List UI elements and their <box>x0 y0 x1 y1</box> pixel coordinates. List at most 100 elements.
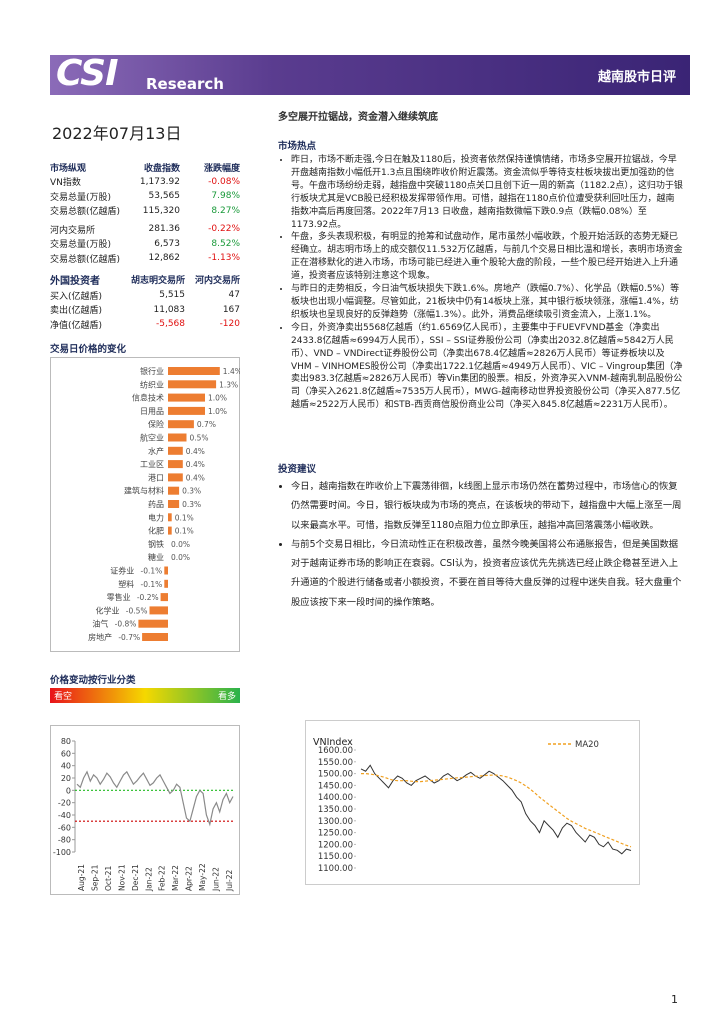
chart-frame <box>50 357 240 652</box>
category-label: 油气 <box>92 619 108 629</box>
table-cell: 卖出(亿越盾) <box>50 306 103 317</box>
y-tick-label: 1400.00 <box>318 793 353 803</box>
table-row: 净值(亿越盾) -5,568 -120 <box>50 317 240 332</box>
value-label: 1.0% <box>208 394 227 403</box>
y-tick-label: 1200.00 <box>318 840 353 850</box>
y-tick-label: 1500.00 <box>318 770 353 780</box>
logo: CSI <box>56 53 118 94</box>
header-cell: 市场纵观 <box>50 163 87 174</box>
table-cell: 6,573 <box>154 238 180 249</box>
table-cell: 交易总额(亿越盾) <box>50 254 121 265</box>
category-label: 纺织业 <box>140 379 164 389</box>
table-cell: 8.52% <box>211 238 240 249</box>
value-label: -0.7% <box>118 633 140 642</box>
table-cell: 河内交易所 <box>50 225 96 236</box>
series-line <box>360 764 632 855</box>
chart-title: VNIndex <box>313 737 353 748</box>
bar <box>168 446 183 455</box>
table-row: 买入(亿越盾) 5,515 47 <box>50 288 240 303</box>
table-cell: 167 <box>222 304 240 315</box>
value-label: -0.1% <box>141 580 163 589</box>
table-cell: 11,083 <box>153 304 186 315</box>
bullet-list: 今日，越南指数在昨收价上下震荡徘徊，k线图上显示市场仍然在蓄势过程中，市场信心的… <box>278 477 683 612</box>
chart-frame <box>305 720 640 885</box>
bar <box>168 406 205 415</box>
table-row: 河内交易所 281.36 -0.22% <box>50 222 240 237</box>
y-tick-label: 1300.00 <box>318 817 353 827</box>
value-label: 1.4% <box>223 367 240 376</box>
value-label: 1.3% <box>219 380 238 389</box>
y-tick-label: 1550.00 <box>318 758 353 768</box>
page-number: 1 <box>671 993 678 1006</box>
x-tick-label: Apr-22 <box>185 866 194 891</box>
header-cell: 河内交易所 <box>194 275 240 286</box>
category-label: 药品 <box>148 499 164 509</box>
table-cell: -0.08% <box>208 176 240 187</box>
bar <box>168 367 220 375</box>
y-tick-label: -80 <box>58 836 71 845</box>
table-cell: 5,515 <box>159 290 185 301</box>
value-label: 0.0% <box>171 540 190 549</box>
y-tick-label: 1150.00 <box>318 852 353 862</box>
x-tick-label: Dec-21 <box>131 864 140 891</box>
x-tick-label: Jan-22 <box>144 867 153 892</box>
bar <box>164 566 168 575</box>
table-cell: 115,320 <box>142 205 180 216</box>
bar <box>168 380 217 389</box>
value-label: 0.3% <box>182 500 201 509</box>
bullet: 昨日，市场不断走强,今日在触及1180后，投资者依然保持谨慎情绪，市场多空展开拉… <box>291 154 683 231</box>
x-tick-label: Nov-21 <box>117 864 126 891</box>
chart-title: 交易日价格的变化 <box>50 344 127 355</box>
sector-chart: 1.4% 银行业 1.3% 纺织业 1.0% 信息技术 1.0% 日用品 0.7% 保险 0.5% 航… <box>50 357 240 652</box>
section: 市场热点昨日，市场不断走强,今日在触及1180后，投资者依然保持谨慎情绪，市场多… <box>278 138 683 412</box>
table-cell: 1,173.92 <box>139 176 180 187</box>
bar <box>168 460 183 469</box>
y-tick-label: -60 <box>58 823 71 832</box>
report-title: 越南股市日评 <box>597 70 676 85</box>
table-cell: 12,862 <box>148 253 181 264</box>
bar <box>168 420 194 429</box>
category-label: 塑料 <box>118 579 134 589</box>
y-tick-label: 1100.00 <box>318 864 353 874</box>
header-cell: 胡志明交易所 <box>130 275 185 286</box>
chart-title: 价格变动按行业分类 <box>50 675 136 686</box>
value-label: 0.4% <box>186 447 205 456</box>
x-tick-label: Oct-21 <box>104 866 113 891</box>
table-row: VN指数 1,173.92 -0.08% <box>50 175 240 190</box>
headline: 多空展开拉锯战，资金潜入继续筑底 <box>278 112 438 123</box>
category-label: 水产 <box>148 446 164 456</box>
bar <box>168 473 183 482</box>
bar <box>168 513 172 522</box>
market-table: 市场纵观 收盘指数 涨跌幅度 VN指数 1,173.92 -0.08% 交易总量(万股) 53… <box>50 160 240 266</box>
bull-label: 看多 <box>217 692 236 702</box>
table-cell: 7.98% <box>211 191 240 202</box>
value-label: 0.1% <box>175 513 194 522</box>
table-cell: 47 <box>228 290 240 301</box>
bullet: 与昨日的走势相反，今日油气板块损失下跌1.6%。房地产（跌幅0.7%）、化学品（… <box>291 283 683 322</box>
header-band: CSI Research 越南股市日评 <box>50 53 690 95</box>
table-cell: -5,568 <box>155 319 185 330</box>
bullet: 今日，越南指数在昨收价上下震荡徘徊，k线图上显示市场仍然在蓄势过程中，市场信心的… <box>291 477 683 535</box>
table-cell: 净值(亿越盾) <box>50 320 103 331</box>
y-tick-label: 40 <box>61 762 71 771</box>
x-tick-label: Jun-22 <box>212 867 221 892</box>
table-header: 外国投资者 胡志明交易所 河内交易所 <box>50 270 240 288</box>
y-tick-label: 20 <box>61 774 71 783</box>
brand: Research <box>146 75 224 93</box>
legend-label: MA20 <box>575 740 599 750</box>
y-tick-label: 1350.00 <box>318 805 353 815</box>
category-label: 证券业 <box>110 566 134 576</box>
table-cell: 281.36 <box>148 224 181 235</box>
table-cell: 交易总量(万股) <box>50 240 112 251</box>
x-tick-label: May-22 <box>198 863 207 891</box>
bullet-list: 昨日，市场不断走强,今日在触及1180后，投资者依然保持谨慎情绪，市场多空展开拉… <box>278 154 683 412</box>
sentiment-chart: 80 60 40 20 0 -20 -40 -60 -80 -100 Aug-21 Sep-21 Oct… <box>50 725 240 895</box>
y-tick-label: -100 <box>53 848 71 857</box>
table-row: 卖出(亿越盾) 11,083 167 <box>50 303 240 318</box>
y-tick-label: 1600.00 <box>318 746 353 756</box>
bar <box>160 593 168 602</box>
table-cell: VN指数 <box>50 178 81 189</box>
section-title: 投资建议 <box>278 464 317 475</box>
bear-label: 看空 <box>54 692 73 702</box>
